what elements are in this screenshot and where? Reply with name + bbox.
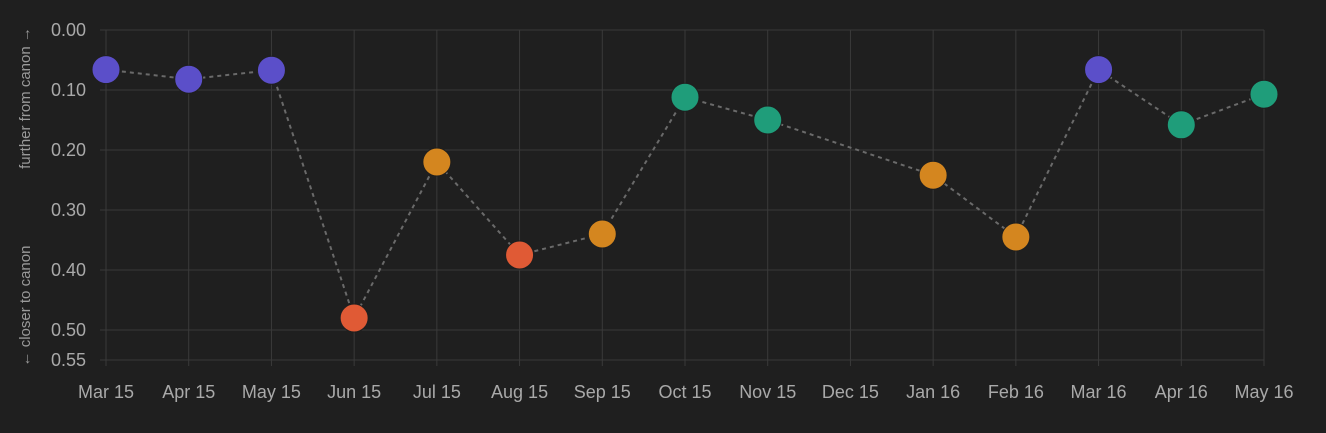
- x-tick-label: Apr 16: [1155, 382, 1208, 402]
- x-tick-label: Apr 15: [162, 382, 215, 402]
- y-axis-label-lower: ← closer to canon: [17, 246, 34, 367]
- x-tick-label: Jun 15: [327, 382, 381, 402]
- data-point: [670, 82, 700, 112]
- data-point: [339, 303, 369, 333]
- x-tick-label: Mar 16: [1071, 382, 1127, 402]
- x-tick-label: Dec 15: [822, 382, 879, 402]
- y-tick-label: 0.50: [51, 320, 86, 340]
- data-point: [753, 105, 783, 135]
- x-tick-label: Mar 15: [78, 382, 134, 402]
- x-tick-label: May 16: [1234, 382, 1293, 402]
- x-tick-label: Aug 15: [491, 382, 548, 402]
- y-tick-label: 0.30: [51, 200, 86, 220]
- x-tick-label: Oct 15: [658, 382, 711, 402]
- data-point: [1249, 79, 1279, 109]
- y-tick-label: 0.10: [51, 80, 86, 100]
- data-point: [256, 55, 286, 85]
- grid-layer: [100, 29, 1265, 366]
- point-layer: [91, 55, 1279, 333]
- x-tick-label: Jan 16: [906, 382, 960, 402]
- data-point: [91, 55, 121, 85]
- data-point: [422, 147, 452, 177]
- data-point: [1166, 110, 1196, 140]
- x-tick-label: May 15: [242, 382, 301, 402]
- y-tick-label: 0.40: [51, 260, 86, 280]
- x-tick-label: Feb 16: [988, 382, 1044, 402]
- y-tick-label: 0.00: [51, 20, 86, 40]
- data-point: [174, 64, 204, 94]
- data-point: [587, 219, 617, 249]
- x-tick-label: Jul 15: [413, 382, 461, 402]
- y-tick-label: 0.20: [51, 140, 86, 160]
- line-layer: [105, 68, 1265, 321]
- x-tick-label: Sep 15: [574, 382, 631, 402]
- data-point: [505, 240, 535, 270]
- y-axis-label-upper: further from canon →: [17, 27, 34, 169]
- data-point: [918, 160, 948, 190]
- y-tick-label: 0.55: [51, 350, 86, 370]
- x-tick-label: Nov 15: [739, 382, 796, 402]
- series-line: [105, 68, 1265, 321]
- data-point: [1084, 55, 1114, 85]
- data-point: [1001, 222, 1031, 252]
- label-layer: 0.00 0.10 0.20 0.30 0.40 0.50 0.55 Mar 15 Apr 15…: [51, 20, 1294, 402]
